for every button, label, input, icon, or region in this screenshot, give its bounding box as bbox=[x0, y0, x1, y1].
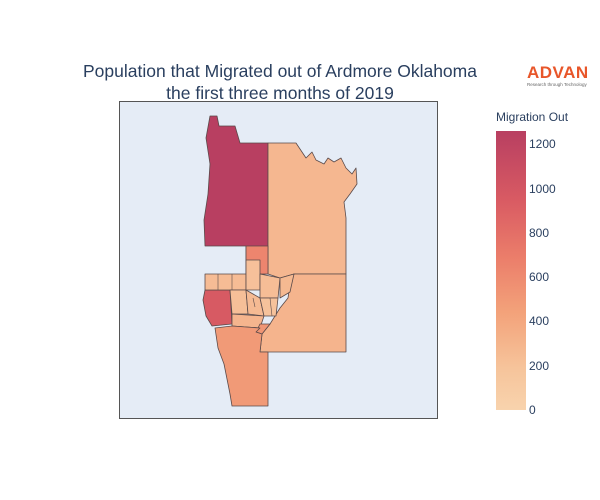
central-tract-2[interactable] bbox=[245, 259, 261, 291]
west-mid-tract[interactable] bbox=[202, 289, 233, 327]
colorbar-title: Migration Out bbox=[496, 110, 569, 124]
central-tract-7[interactable] bbox=[259, 297, 279, 317]
central-tract-5[interactable] bbox=[229, 289, 249, 315]
colorbar bbox=[496, 131, 526, 410]
central-tract-3[interactable] bbox=[259, 273, 281, 299]
colorbar-tick-label: 800 bbox=[529, 225, 550, 240]
logo-wordmark: ADVAN bbox=[527, 63, 589, 82]
map-title-line-2: the first three months of 2019 bbox=[166, 83, 394, 103]
map-title: Population that Migrated out of Ardmore … bbox=[40, 60, 520, 104]
south-west-tract[interactable] bbox=[214, 325, 269, 407]
map-title-line-1: Population that Migrated out of Ardmore … bbox=[83, 61, 477, 81]
logo-tagline: Research through Technology bbox=[527, 82, 587, 87]
colorbar-tick-label: 0 bbox=[529, 403, 536, 417]
tract-borders bbox=[217, 274, 273, 317]
colorbar-tick-label: 200 bbox=[529, 358, 550, 373]
colorbar-tick-label: 1000 bbox=[529, 181, 556, 196]
advan-logo: ADVAN Research through Technology bbox=[527, 64, 597, 88]
central-tract-1[interactable] bbox=[204, 273, 247, 291]
map-svg bbox=[202, 115, 358, 407]
colorbar-tick-label: 400 bbox=[529, 314, 550, 329]
colorbar-tick-label: 1200 bbox=[529, 137, 556, 152]
colorbar-tick-label: 600 bbox=[529, 270, 550, 285]
map-area[interactable] bbox=[119, 101, 438, 419]
central-tract-4[interactable] bbox=[279, 273, 295, 299]
north-east-tract[interactable] bbox=[267, 142, 358, 279]
